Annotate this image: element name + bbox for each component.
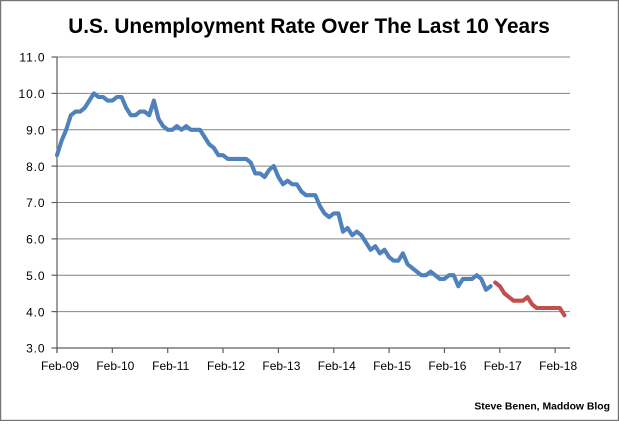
- svg-text:Feb-17: Feb-17: [484, 359, 522, 373]
- svg-text:5.0: 5.0: [26, 269, 45, 283]
- svg-text:Feb-09: Feb-09: [41, 359, 79, 373]
- svg-text:Feb-18: Feb-18: [539, 359, 577, 373]
- svg-text:8.0: 8.0: [26, 160, 45, 174]
- svg-text:7.0: 7.0: [26, 196, 45, 210]
- svg-text:U.S. Unemployment Rate Over Th: U.S. Unemployment Rate Over The Last 10 …: [68, 15, 550, 38]
- svg-text:3.0: 3.0: [26, 342, 45, 356]
- svg-text:Steve Benen, Maddow Blog: Steve Benen, Maddow Blog: [474, 402, 610, 413]
- svg-text:Feb-15: Feb-15: [373, 359, 411, 373]
- svg-text:10.0: 10.0: [19, 87, 46, 101]
- svg-text:Feb-11: Feb-11: [152, 359, 189, 373]
- svg-text:11.0: 11.0: [19, 51, 45, 65]
- svg-text:Feb-16: Feb-16: [428, 359, 466, 373]
- svg-text:Feb-14: Feb-14: [318, 359, 356, 373]
- svg-text:4.0: 4.0: [26, 305, 45, 319]
- svg-text:9.0: 9.0: [26, 123, 45, 137]
- svg-text:6.0: 6.0: [26, 233, 45, 247]
- svg-text:Feb-10: Feb-10: [96, 359, 134, 373]
- svg-text:Feb-12: Feb-12: [207, 359, 245, 373]
- svg-text:Feb-13: Feb-13: [262, 359, 300, 373]
